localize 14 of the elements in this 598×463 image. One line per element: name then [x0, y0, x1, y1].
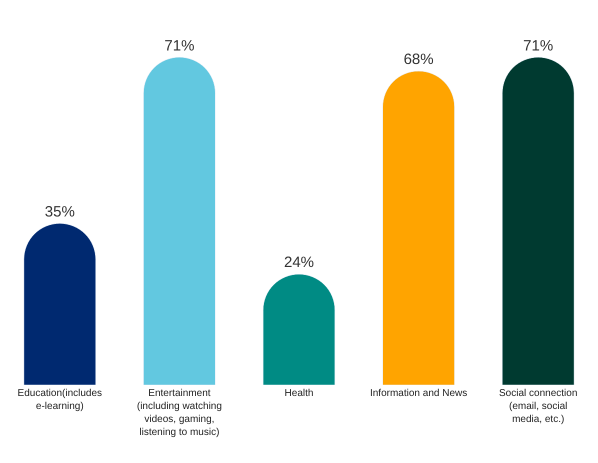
- data-label: 71%: [164, 37, 194, 54]
- bar: [502, 57, 574, 385]
- x-tick-label: Information and News: [370, 388, 468, 399]
- x-tick-label: Social connection (email, social media, etc.): [499, 388, 578, 425]
- bar: [24, 223, 96, 385]
- x-tick-label: Education(includes e-learning): [18, 388, 102, 412]
- bar: [382, 70, 455, 385]
- data-label: 68%: [404, 51, 434, 68]
- x-tick-label: Entertainment (including watching videos, gaming, listening to music): [136, 388, 222, 438]
- data-label: 24%: [284, 254, 314, 272]
- x-tick-label: Health: [284, 388, 314, 399]
- data-label: 71%: [523, 37, 554, 54]
- bar: [143, 57, 216, 385]
- data-label: 35%: [44, 203, 75, 220]
